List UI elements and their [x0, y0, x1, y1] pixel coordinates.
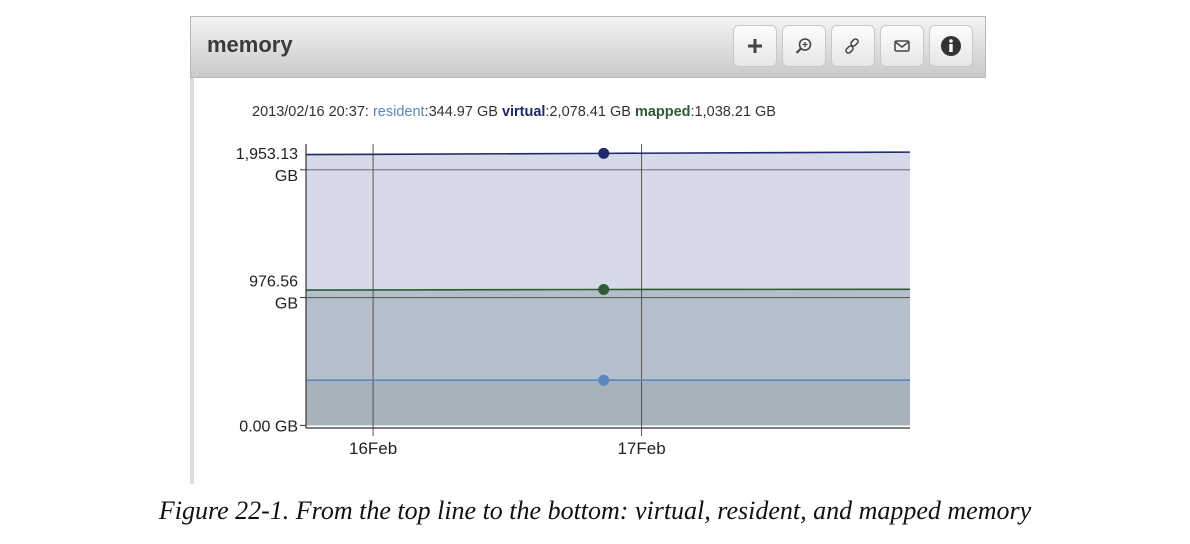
readout-virtual-label: virtual — [501, 104, 546, 120]
y-tick-label-1: GB — [275, 296, 298, 313]
area-resident — [306, 380, 910, 426]
y-tick-label-2: 1,953.13 — [236, 146, 298, 163]
readout-resident-label: resident — [372, 104, 425, 120]
link-button[interactable] — [831, 25, 875, 67]
memory-panel: memory 2013/02/16 20:37: resident:344.97… — [190, 16, 986, 484]
panel-title: memory — [207, 32, 293, 57]
x-tick-label-17Feb: 17Feb — [617, 439, 665, 458]
readout-timestamp: 2013/02/16 20:37: — [252, 104, 369, 120]
panel-border — [190, 16, 194, 484]
x-tick-label-16Feb: 16Feb — [349, 439, 397, 458]
add-button[interactable] — [733, 25, 777, 67]
readout-virtual-value: :2,078.41 GB — [545, 104, 631, 120]
hover-readout: 2013/02/16 20:37: resident:344.97 GB vir… — [252, 104, 776, 120]
plus-icon — [748, 39, 762, 53]
info-button[interactable] — [929, 25, 973, 67]
panel-header: memory — [190, 16, 986, 78]
toolbar — [733, 25, 973, 67]
readout-mapped-label: mapped — [634, 104, 691, 120]
highlight-point-virtual — [598, 147, 610, 159]
y-tick-label-0: 0.00 GB — [239, 418, 298, 435]
y-tick-label-2: GB — [275, 168, 298, 185]
y-tick-label-1: 976.56 — [249, 274, 298, 291]
readout-mapped-value: :1,038.21 GB — [690, 104, 776, 120]
figure-caption: Figure 22-1. From the top line to the bo… — [158, 496, 1032, 525]
zoom-icon — [795, 38, 812, 54]
highlight-point-mapped — [598, 284, 610, 296]
readout-resident-value: :344.97 GB — [424, 104, 498, 120]
email-button[interactable] — [880, 25, 924, 67]
envelope-icon — [894, 40, 910, 52]
zoom-button[interactable] — [782, 25, 826, 67]
info-icon — [941, 36, 961, 56]
highlight-point-resident — [598, 374, 610, 386]
link-icon — [845, 38, 859, 54]
